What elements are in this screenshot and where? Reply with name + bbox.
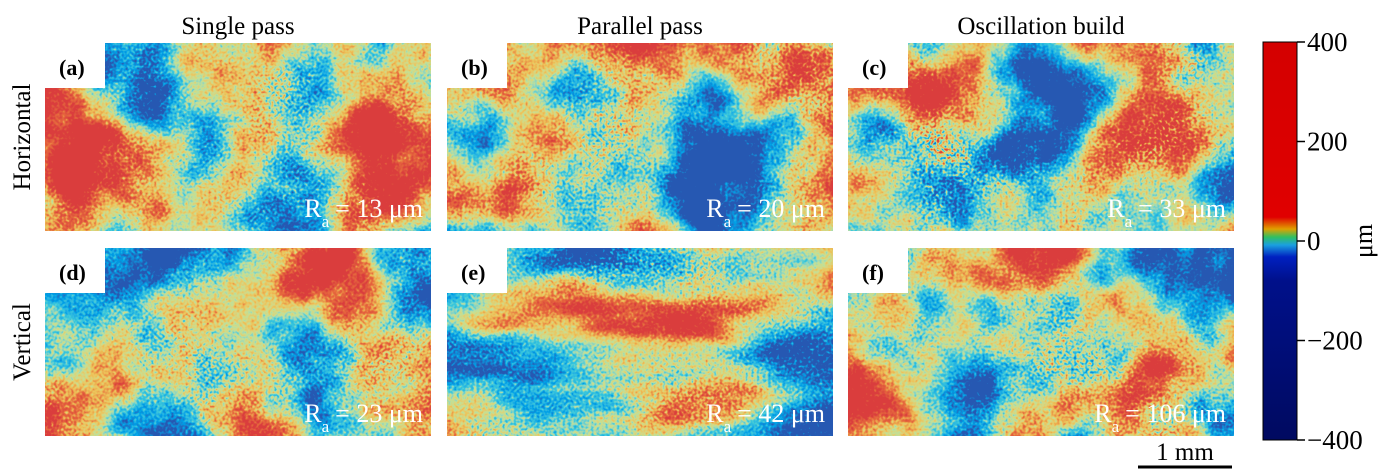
roughness-part: a — [322, 212, 330, 231]
roughness-part: a — [322, 417, 330, 436]
roughness-part: = 33 μm — [1138, 194, 1226, 223]
roughness-part: R — [1094, 399, 1112, 428]
roughness-part: R — [304, 194, 322, 223]
roughness-part: = 106 μm — [1125, 399, 1226, 428]
colorbar-tick-label: 0 — [1307, 226, 1321, 256]
panel-label: (b) — [461, 55, 488, 80]
column-header: Oscillation build — [957, 13, 1125, 40]
row-label: Horizontal — [9, 83, 36, 190]
roughness-part: R — [706, 399, 724, 428]
roughness-part: a — [724, 417, 732, 436]
colorbar — [1263, 42, 1297, 440]
colorbar-tick-label: 200 — [1307, 127, 1348, 157]
colorbar-tick-label: −400 — [1307, 425, 1363, 455]
panel-label: (a) — [59, 55, 85, 80]
column-header: Parallel pass — [577, 13, 703, 40]
panel-label: (e) — [461, 260, 485, 285]
roughness-part: R — [1107, 194, 1125, 223]
figure: Single pass Parallel pass Oscillation buil… — [0, 0, 1387, 471]
colorbar-tick-label: 400 — [1307, 27, 1348, 57]
roughness-part: R — [304, 399, 322, 428]
roughness-part: a — [724, 212, 732, 231]
roughness-part: = 20 μm — [737, 194, 825, 223]
colorbar-unit: μm — [1349, 224, 1378, 258]
panel-label: (f) — [862, 260, 884, 285]
row-label: Vertical — [9, 303, 36, 381]
column-header: Single pass — [181, 13, 294, 40]
scale-bar-label: 1 mm — [1156, 439, 1214, 466]
colorbar-tick-label: −200 — [1307, 326, 1363, 356]
panel-label: (c) — [862, 55, 886, 80]
roughness-part: R — [706, 194, 724, 223]
roughness-part: = 23 μm — [335, 399, 423, 428]
roughness-part: a — [1112, 417, 1120, 436]
panel-label: (d) — [59, 260, 86, 285]
roughness-part: = 13 μm — [335, 194, 423, 223]
roughness-part: = 42 μm — [737, 399, 825, 428]
roughness-part: a — [1125, 212, 1133, 231]
